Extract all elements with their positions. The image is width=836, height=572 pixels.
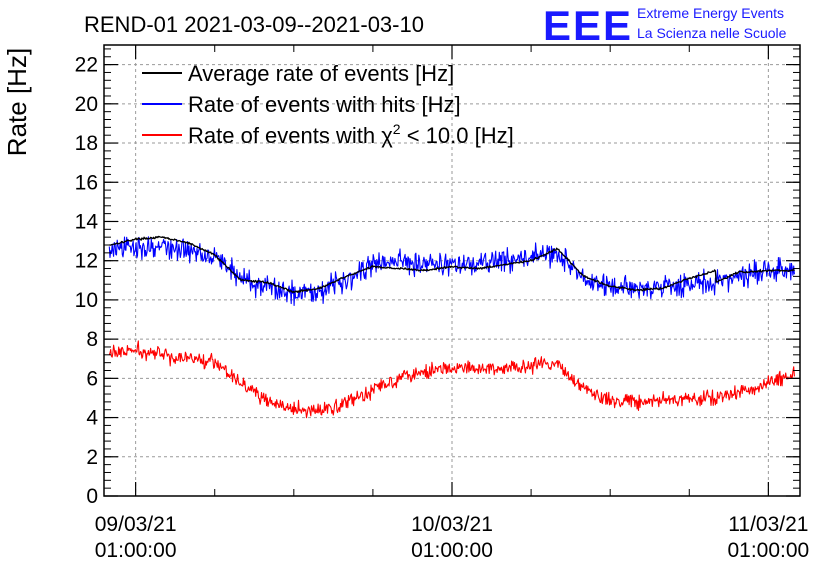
- legend-chi2-post: < 10.0 [Hz]: [401, 123, 514, 148]
- legend-chi2-superscript: 2: [393, 121, 401, 137]
- x-tick-labels: 09/03/21 01:00:00 10/03/21 01:00:00 11/03/21…: [95, 513, 809, 562]
- x-tick-label-date: 10/03/21: [411, 513, 493, 536]
- y-tick-label: 8: [86, 328, 98, 351]
- legend-label-chi2: Rate of events with χ2 < 10.0 [Hz]: [188, 121, 514, 148]
- series-hits-line: [108, 236, 795, 307]
- y-tick-label: 0: [86, 485, 98, 508]
- y-tick-label: 10: [75, 289, 98, 312]
- chart-title: REND-01 2021-03-09--2021-03-10: [84, 12, 424, 37]
- legend-label-hits: Rate of events with hits [Hz]: [188, 92, 461, 117]
- grid: [104, 45, 800, 496]
- y-tick-label: 20: [75, 93, 98, 116]
- x-tick-label-date: 09/03/21: [95, 513, 177, 536]
- y-tick-label: 2: [86, 446, 98, 469]
- y-tick-label: 14: [75, 210, 99, 233]
- y-tick-label: 16: [75, 171, 98, 194]
- legend-label-average: Average rate of events [Hz]: [188, 61, 454, 86]
- y-tick-label: 12: [75, 250, 98, 273]
- y-tick-labels: 0 2 4 6 8 10 12 14 16 18 20 22: [75, 54, 99, 508]
- y-tick-label: 18: [75, 132, 98, 155]
- legend-chi2-symbol: χ: [381, 123, 393, 148]
- series-chi2-line: [108, 340, 795, 419]
- legend-chi2-pre: Rate of events with: [188, 123, 381, 148]
- eee-logo: EEE Extreme Energy Events La Scienza nel…: [543, 2, 787, 49]
- y-axis-title: Rate [Hz]: [2, 48, 32, 156]
- y-tick-label: 6: [86, 367, 98, 390]
- x-tick-label-date: 11/03/21: [728, 513, 808, 536]
- axis-ticks: [104, 45, 800, 497]
- logo-line-1: Extreme Energy Events: [637, 5, 784, 21]
- y-tick-label: 22: [75, 54, 98, 77]
- legend: Average rate of events [Hz] Rate of even…: [142, 61, 514, 148]
- x-tick-label-time: 01:00:00: [727, 539, 809, 562]
- series-group: [108, 235, 795, 419]
- logo-line-2: La Scienza nelle Scuole: [637, 25, 787, 41]
- x-tick-label-time: 01:00:00: [411, 539, 493, 562]
- x-tick-label-time: 01:00:00: [95, 539, 177, 562]
- logo-mark: EEE: [543, 2, 633, 49]
- series-average-line: [109, 235, 795, 294]
- y-tick-label: 4: [86, 407, 98, 430]
